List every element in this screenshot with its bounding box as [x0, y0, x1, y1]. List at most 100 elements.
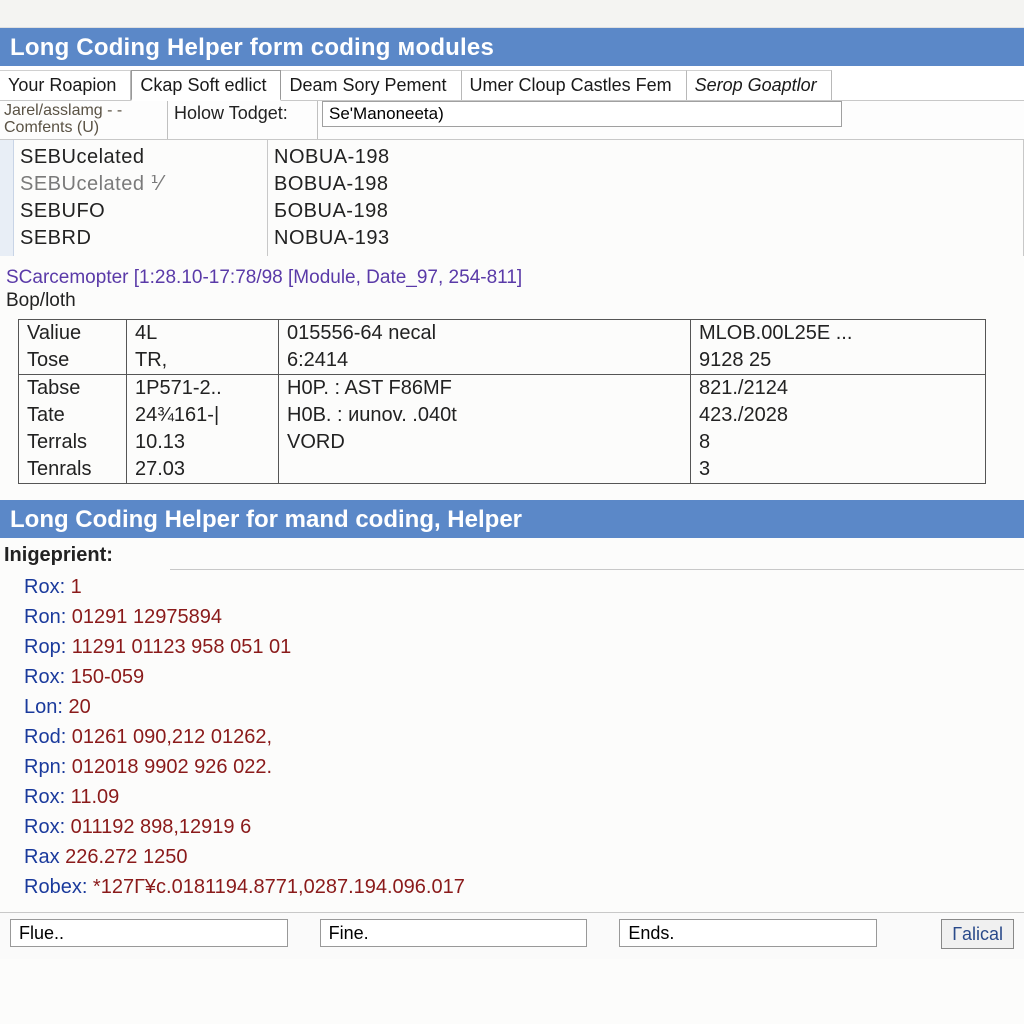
kv-key: Rod: [24, 726, 66, 748]
subcell-a-line2: Comfеnts (U) [4, 119, 99, 136]
kv-key: Robex: [24, 876, 87, 898]
table-row: Tose TR, 6:2414 9128 25 [19, 347, 986, 375]
kv-val: 012018 9902 926 022. [66, 756, 272, 778]
cell: 423./2028 [691, 402, 986, 429]
kv-line: Rax 226.272 1250 [24, 842, 1020, 872]
cell: H0P. : AST F86MF [279, 375, 691, 403]
list-panel: SEBUcelated SEBUcelatеd ⅟ SEBUFO SEBRD N… [0, 140, 1024, 256]
table-row: Tabse 1P571-2.. H0P. : AST F86MF 821./21… [19, 375, 986, 403]
kv-key: Rax [24, 846, 60, 868]
tab-row: Your Roapion Ckap Soft edlict Deam Sory … [0, 66, 1024, 101]
tab-sory-pement[interactable]: Deam Sory Pement [281, 70, 461, 100]
kv-line: Rox: 1 [24, 572, 1020, 602]
cell: 9128 25 [691, 347, 986, 375]
kv-line: Rpn: 012018 9902 926 022. [24, 752, 1020, 782]
kv-line: Rox: 011192 898,12919 6 [24, 812, 1020, 842]
kv-line: Ron: 01291 12975894 [24, 602, 1020, 632]
kv-line: Rop: 11291 01123 958 051 01 [24, 632, 1020, 662]
list-item[interactable]: SEBUcelatеd ⅟ [20, 171, 261, 198]
cell: 821./2124 [691, 375, 986, 403]
tab-soft-edlict[interactable]: Ckap Soft edlict [131, 70, 281, 101]
cell: 3 [691, 456, 986, 484]
cell: H0B. : иunov. .040t [279, 402, 691, 429]
cell: 6:2414 [279, 347, 691, 375]
cell: 015556-64 neсal [279, 320, 691, 348]
cell: Tenrals [19, 456, 127, 484]
kv-val: 01291 12975894 [66, 606, 222, 628]
kv-line: Rox: 11.09 [24, 782, 1020, 812]
kv-key: Ron: [24, 606, 66, 628]
kv-key: Rox: [24, 816, 65, 838]
cell [279, 456, 691, 484]
list-item[interactable]: BOBUA-198 [274, 171, 1017, 198]
kv-key: Rox: [24, 666, 65, 688]
list-item[interactable]: БOBUA-198 [274, 198, 1017, 225]
kv-key: Rox: [24, 786, 65, 808]
kv-val: 226.272 1250 [60, 846, 188, 868]
status-line2: Bop/loth [6, 290, 76, 311]
cell: Tate [19, 402, 127, 429]
list-gutter[interactable] [0, 140, 14, 256]
kv-key: Rox: [24, 576, 65, 598]
status-bracket: [1:28.10-17:78/98 [Module, Date_97, 254-… [134, 267, 522, 288]
manoneta-select[interactable] [322, 101, 842, 127]
cell: 10.13 [127, 429, 279, 456]
tab-cloup-castles[interactable]: Umer Cloup Castles Fem [462, 70, 687, 100]
data-table: Valiue 4L 015556-64 neсal МLOB.00L25E ..… [18, 319, 986, 484]
list-item[interactable]: NOBUA-193 [274, 225, 1017, 252]
cell: 27.03 [127, 456, 279, 484]
footer-input-flue[interactable] [10, 919, 288, 947]
cell: TR, [127, 347, 279, 375]
table-row: Valiue 4L 015556-64 neсal МLOB.00L25E ..… [19, 320, 986, 348]
sub-toolbar: Jаrel/asslamg - - Comfеnts (U) Holow Tod… [0, 101, 1024, 140]
cell: Terrals [19, 429, 127, 456]
list-item[interactable]: SEBUFO [20, 198, 261, 225]
cell: 4L [127, 320, 279, 348]
cell: VORD [279, 429, 691, 456]
footer-button-falical[interactable]: Гalical [941, 919, 1014, 949]
kv-val: 01261 090,212 01262, [66, 726, 272, 748]
status-prefix: SCarcemopter [6, 267, 134, 288]
list-right-column: NOBUA-198 BOBUA-198 БOBUA-198 NOBUA-193 [268, 140, 1024, 256]
list-item[interactable]: SEBRD [20, 225, 261, 252]
titlebar-secondary: Long Coding Helper for mand coding, Help… [0, 500, 1024, 538]
list-item[interactable]: SEBUcelated [20, 144, 261, 171]
kv-val: 11291 01123 958 051 01 [66, 636, 291, 658]
list-left-column: SEBUcelated SEBUcelatеd ⅟ SEBUFO SEBRD [14, 140, 268, 256]
subcell-label: Holow Todget: [168, 101, 318, 139]
kv-line: Robex: *127Г¥c.0181194.8771,0287.194.096… [24, 872, 1020, 902]
tab-roapion[interactable]: Your Roapion [0, 70, 131, 100]
subcell-a-line1: Jаrel/asslamg - - [4, 102, 122, 119]
kv-key: Lon: [24, 696, 63, 718]
cell: Tose [19, 347, 127, 375]
window-chrome-gap [0, 0, 1024, 28]
section-label: Inigеprient: [0, 538, 1024, 569]
cell: Tabse [19, 375, 127, 403]
list-item[interactable]: NOBUA-198 [274, 144, 1017, 171]
footer-bar: Гalical [0, 912, 1024, 959]
cell: 24¾161-| [127, 402, 279, 429]
cell: 1P571-2.. [127, 375, 279, 403]
kv-key: Rpn: [24, 756, 66, 778]
kv-area: Rox: 1 Ron: 01291 12975894 Rop: 11291 01… [0, 570, 1024, 912]
table-row: Tenrals 27.03 3 [19, 456, 986, 484]
kv-val: 1 [65, 576, 82, 598]
cell: Valiue [19, 320, 127, 348]
titlebar-primary: Long Coding Helper form coding мodules [0, 28, 1024, 66]
footer-input-fine[interactable] [320, 919, 588, 947]
kv-val: 011192 898,12919 6 [65, 816, 251, 838]
footer-input-ends[interactable] [619, 919, 877, 947]
kv-key: Rop: [24, 636, 66, 658]
subcell-select-wrap [318, 101, 1024, 139]
kv-val: 20 [63, 696, 91, 718]
subcell-comments: Jаrel/asslamg - - Comfеnts (U) [0, 101, 168, 139]
tab-goaptlor[interactable]: Serop Goaptlor [687, 70, 832, 100]
cell: 8 [691, 429, 986, 456]
kv-line: Rod: 01261 090,212 01262, [24, 722, 1020, 752]
table-row: Tate 24¾161-| H0B. : иunov. .040t 423./2… [19, 402, 986, 429]
kv-val: *127Г¥c.0181194.8771,0287.194.096.017 [87, 876, 464, 898]
table-row: Terrals 10.13 VORD 8 [19, 429, 986, 456]
kv-val: 150-059 [65, 666, 144, 688]
kv-val: 11.09 [65, 786, 119, 808]
status-line: SCarcemopter [1:28.10-17:78/98 [Module, … [0, 256, 1024, 314]
